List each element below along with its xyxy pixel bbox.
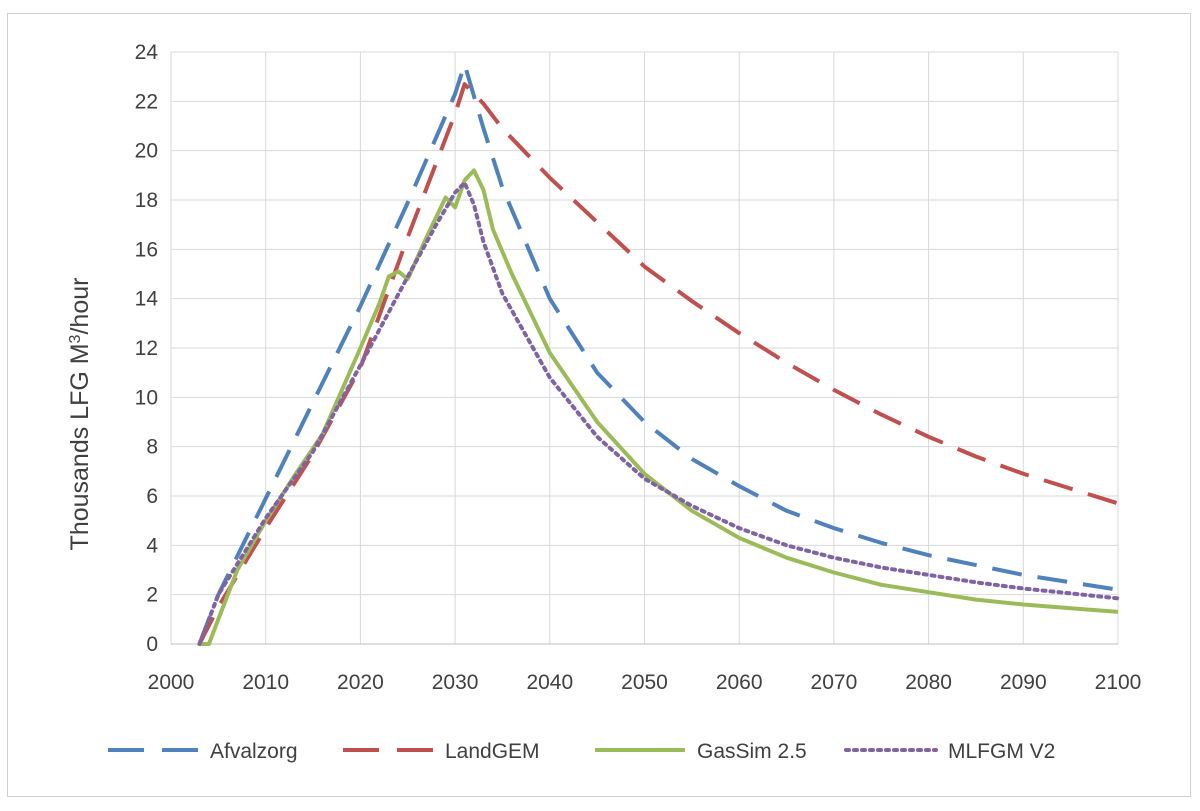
y-tick-label: 18	[135, 189, 158, 212]
y-tick-label: 4	[146, 534, 158, 557]
x-tick-label: 2090	[1000, 671, 1047, 694]
x-tick-label: 2060	[716, 671, 763, 694]
y-tick-label: 24	[135, 41, 159, 64]
y-axis-title-unit: /hour	[66, 278, 94, 335]
x-tick-label: 2010	[242, 671, 289, 694]
y-axis-title-superscript: 3	[67, 334, 84, 343]
chart-frame: 0 2 4 6 8 10 12 14 16 18 20 22 24 2000 2010 2020 2030 204…	[7, 13, 1191, 797]
y-axis-title-main: Thousands LFG M	[66, 343, 94, 550]
y-tick-label: 2	[146, 584, 158, 607]
y-tick-label: 8	[146, 436, 158, 459]
series-lines	[197, 62, 1120, 646]
y-tick-label: 20	[135, 140, 158, 163]
legend-label: MLFGM V2	[948, 740, 1055, 763]
series-line-afvalzorg	[197, 62, 1119, 645]
legend-label: GasSim 2.5	[697, 740, 807, 763]
y-tick-label: 16	[135, 238, 158, 261]
x-tick-label: 2100	[1095, 671, 1142, 694]
x-tick-label: 2020	[337, 671, 384, 694]
y-tick-label: 10	[135, 386, 158, 409]
series-line-mlfgm-v2	[197, 180, 1120, 646]
x-tick-label: 2040	[526, 671, 573, 694]
legend-label: Afvalzorg	[210, 740, 298, 763]
x-tick-label: 2080	[905, 671, 952, 694]
y-tick-label: 6	[146, 485, 158, 508]
x-tick-label: 2030	[432, 671, 479, 694]
x-tick-label: 2070	[811, 671, 858, 694]
y-tick-label: 0	[146, 633, 158, 656]
x-tick-label: 2000	[148, 671, 195, 694]
x-tick-label: 2050	[621, 671, 668, 694]
y-tick-label: 14	[135, 288, 159, 311]
legend-label: LandGEM	[445, 740, 540, 763]
series-line-landgem	[197, 82, 1119, 645]
y-tick-label: 22	[135, 90, 158, 113]
legend: Afvalzorg LandGEM GasSim 2.5 MLFGM V2	[108, 740, 1055, 763]
y-axis-title: Thousands LFG M3/hour	[66, 278, 94, 551]
gridlines	[170, 51, 1119, 645]
y-tick-label: 12	[135, 337, 158, 360]
